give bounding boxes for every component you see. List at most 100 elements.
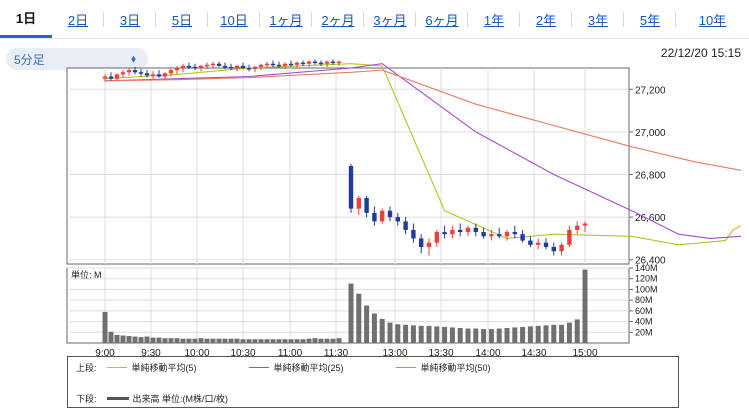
candle-body [324, 61, 330, 64]
legend-swatch-ma25 [248, 366, 269, 368]
candle-body [234, 65, 240, 68]
volume-bar [144, 336, 150, 343]
volume-bar [551, 324, 557, 343]
candle-body [108, 76, 114, 79]
volume-bar [543, 325, 549, 343]
volume-bar [294, 339, 300, 343]
legend-ma50-label: 単純移動平均(50) [420, 362, 491, 373]
tab-4[interactable]: 5日 [156, 0, 208, 38]
tab-label: 3ヶ月 [373, 12, 407, 28]
tab-label: 1ヶ月 [269, 12, 303, 28]
candle-body [174, 68, 180, 71]
tab-2[interactable]: 2日 [52, 0, 104, 38]
volume-bar [336, 338, 342, 343]
volume-bar [276, 339, 282, 343]
candle-body [330, 61, 336, 64]
tab-9[interactable]: 6ヶ月 [416, 0, 468, 38]
volume-bar [210, 338, 216, 343]
volume-bar [288, 339, 294, 343]
price-tick-label: 26,600 [635, 213, 666, 224]
volume-bar [379, 318, 385, 343]
tab-3[interactable]: 3日 [104, 0, 156, 38]
volume-bar [535, 325, 541, 343]
tab-7[interactable]: 2ヶ月 [312, 0, 364, 38]
volume-bar [300, 339, 306, 343]
volume-bar [395, 324, 401, 343]
candle-body [512, 232, 517, 235]
candle-body [380, 210, 385, 222]
tab-1[interactable]: 1日 [0, 0, 52, 38]
volume-bar [252, 339, 258, 343]
volume-bar [114, 334, 120, 343]
volume-bar [330, 338, 336, 343]
interval-select-value: 5分足 [14, 52, 45, 67]
candle-body [276, 64, 282, 67]
volume-bar [512, 327, 518, 343]
volume-bar [582, 269, 588, 343]
candle-body [536, 242, 541, 245]
x-tick-label: 14:00 [475, 348, 500, 359]
candle-body [528, 240, 533, 245]
volume-bar [198, 338, 204, 343]
volume-bar [520, 326, 526, 343]
volume-bar [270, 339, 276, 343]
volume-bar [465, 328, 471, 343]
volume-bar [473, 328, 479, 343]
candle-body [356, 197, 361, 209]
volume-bar [481, 329, 487, 343]
price-tick-label: 27,200 [635, 85, 666, 96]
volume-bar [138, 337, 144, 343]
candle-body [204, 64, 210, 67]
volume-bar [228, 338, 234, 343]
volume-bar [418, 325, 424, 343]
candle-body [419, 238, 424, 247]
volume-bar [364, 305, 370, 343]
volume-bar [356, 293, 362, 343]
candle-body [465, 227, 471, 233]
volume-bar [496, 328, 502, 343]
volume-bar [258, 339, 264, 343]
candle-body [450, 229, 455, 235]
volume-tick-label: 80M [635, 295, 653, 305]
candle-body [186, 65, 192, 68]
tab-11[interactable]: 2年 [520, 0, 572, 38]
volume-bar [312, 338, 318, 343]
legend-swatch-volume [106, 396, 129, 400]
interval-select[interactable]: 5分足 ⬧ [6, 48, 148, 70]
candle-body [426, 242, 432, 247]
tab-label: 6ヶ月 [425, 12, 459, 28]
volume-tick-label: 60M [635, 306, 653, 316]
tab-label: 2日 [67, 12, 89, 28]
candle-body [403, 221, 408, 230]
candle-body [264, 63, 270, 66]
x-tick-label: 11:30 [324, 348, 349, 359]
volume-bar [120, 335, 126, 343]
tab-label: 5年 [639, 12, 661, 28]
candle-body [497, 234, 502, 237]
tab-label: 3年 [587, 12, 609, 28]
x-tick-label: 11:00 [278, 348, 303, 359]
tab-6[interactable]: 1ヶ月 [260, 0, 312, 38]
volume-bar [168, 338, 174, 343]
volume-bar [174, 338, 180, 343]
candle-body [132, 70, 138, 73]
candle-body [222, 65, 228, 68]
candle-body [348, 166, 354, 209]
volume-bar [240, 339, 246, 343]
candle-body [567, 229, 572, 245]
x-tick-label: 9:00 [95, 348, 115, 359]
volume-bar [504, 328, 510, 343]
price-tick-label: 27,000 [635, 128, 666, 139]
tab-12[interactable]: 3年 [572, 0, 624, 38]
tab-8[interactable]: 3ヶ月 [364, 0, 416, 38]
tab-10[interactable]: 1年 [468, 0, 520, 38]
tab-14[interactable]: 10年 [676, 0, 749, 38]
legend-upper-row: 上段: 単純移動平均(5) 単純移動平均(25) 単純移動平均(50) [76, 361, 491, 373]
tab-label: 1年 [483, 12, 505, 28]
candle-body [102, 76, 108, 79]
tab-5[interactable]: 10日 [208, 0, 260, 38]
volume-bar [318, 338, 324, 343]
tab-13[interactable]: 5年 [624, 0, 676, 38]
volume-bar [246, 339, 252, 343]
